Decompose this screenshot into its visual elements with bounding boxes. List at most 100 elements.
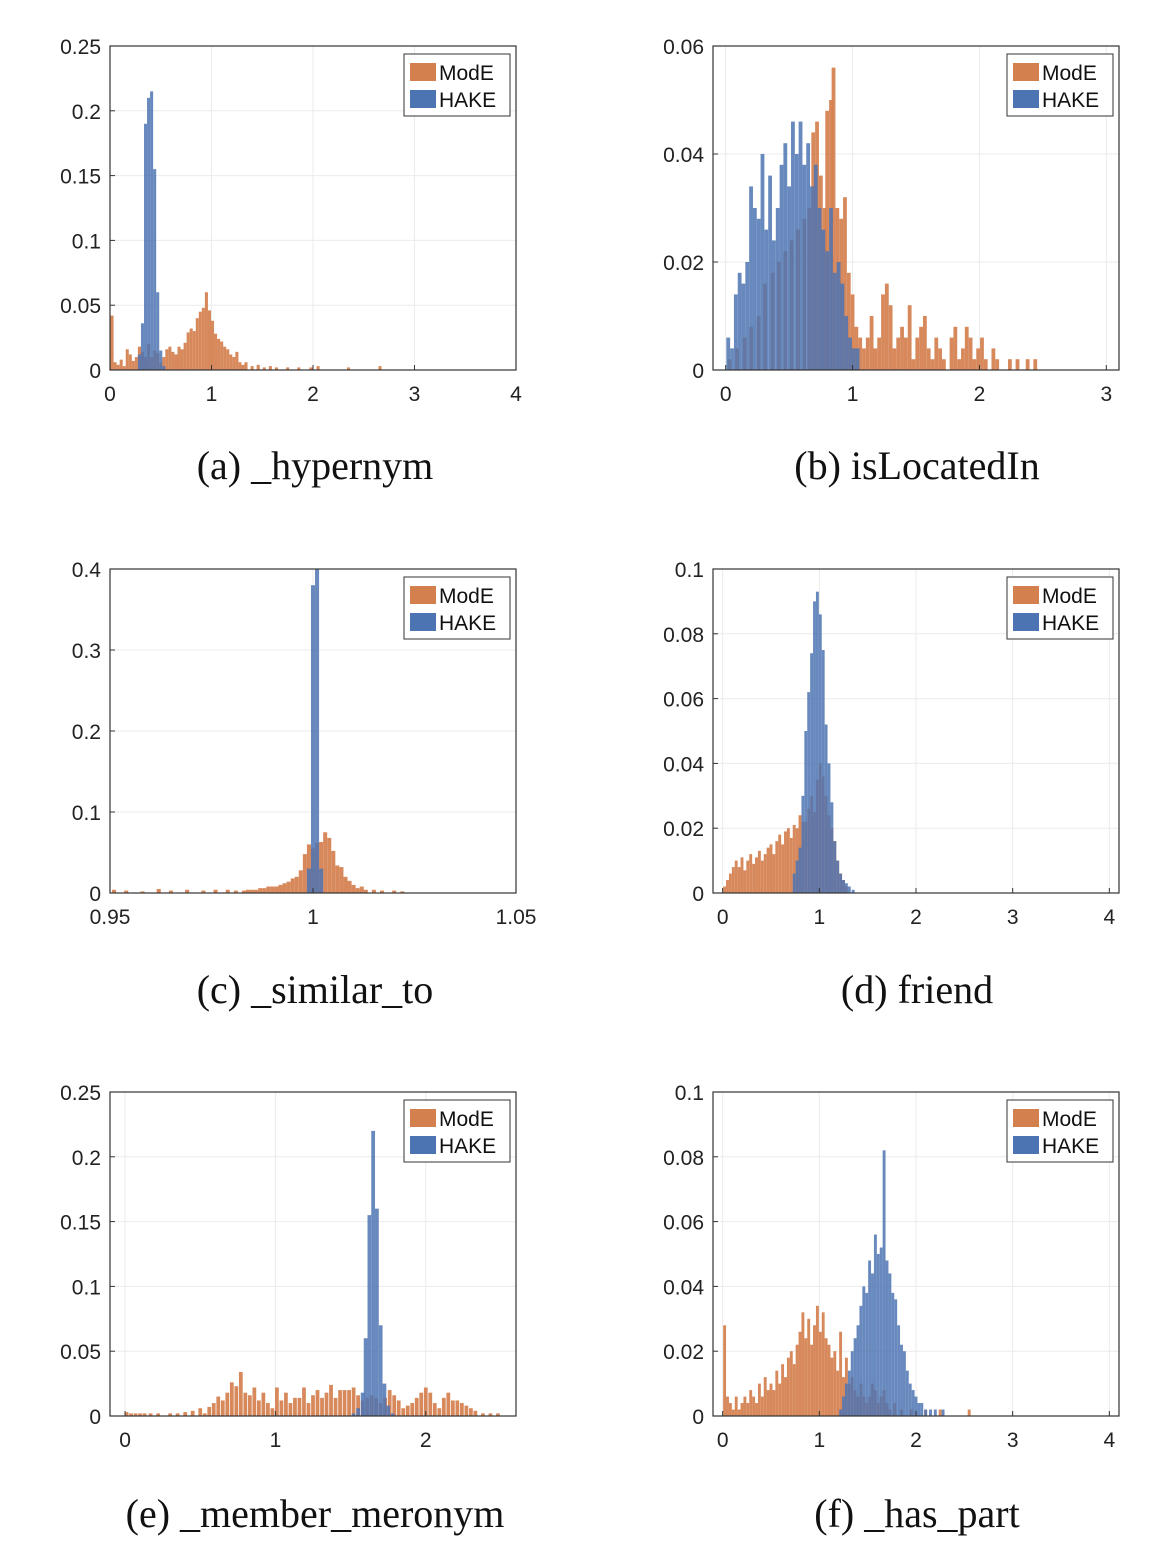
y-tick-label: 0 bbox=[89, 360, 101, 383]
bar-mode bbox=[168, 1413, 173, 1416]
bar-mode bbox=[846, 272, 851, 370]
bar-hake bbox=[801, 795, 805, 893]
bar-hake bbox=[840, 283, 845, 370]
bar-mode bbox=[247, 1395, 252, 1416]
legend-swatch-mode bbox=[410, 586, 436, 604]
bar-mode bbox=[241, 364, 245, 370]
bar-hake bbox=[830, 802, 834, 893]
bar-hake bbox=[859, 1305, 863, 1416]
bar-mode bbox=[225, 1392, 230, 1416]
bar-hake bbox=[378, 1325, 383, 1416]
bar-mode bbox=[763, 1377, 767, 1416]
bar-hake bbox=[885, 1260, 889, 1416]
bar-hake bbox=[933, 1409, 937, 1416]
bar-mode bbox=[858, 337, 863, 370]
bar-mode bbox=[825, 110, 830, 371]
bar-mode bbox=[254, 889, 259, 893]
bar-mode bbox=[229, 1382, 234, 1416]
bar-mode bbox=[772, 1390, 776, 1416]
bar-mode bbox=[813, 1325, 816, 1416]
bar-hake bbox=[817, 208, 822, 370]
bar-hake bbox=[897, 1325, 901, 1416]
bar-mode bbox=[195, 318, 199, 370]
bar-mode bbox=[252, 1387, 257, 1416]
bar-mode bbox=[481, 1413, 485, 1416]
bar-hake bbox=[851, 889, 855, 893]
bar-mode bbox=[496, 1413, 500, 1416]
bar-mode bbox=[198, 311, 202, 370]
bar-hake bbox=[810, 186, 814, 370]
bar-mode bbox=[275, 1387, 279, 1416]
y-tick-label: 0.15 bbox=[60, 166, 101, 189]
bar-mode bbox=[903, 337, 908, 370]
legend-e: ModE HAKE bbox=[403, 1099, 511, 1163]
bar-hake bbox=[810, 653, 814, 893]
bar-mode bbox=[235, 351, 239, 370]
series-hake-f bbox=[839, 1150, 945, 1416]
x-tick-label: 1.05 bbox=[496, 906, 537, 929]
chart-d: 0 1 2 3 4 0 0.02 0.04 0.06 0.08 0.1 ModE HAKE bbox=[663, 559, 1120, 929]
bar-mode bbox=[290, 878, 295, 893]
bar-hake bbox=[319, 868, 324, 893]
bar-hake bbox=[371, 1130, 376, 1416]
bar-mode bbox=[740, 1403, 744, 1416]
bar-hake bbox=[791, 121, 795, 370]
bar-mode bbox=[320, 1397, 324, 1416]
bar-mode bbox=[807, 1318, 811, 1416]
bar-mode bbox=[824, 1338, 828, 1416]
bar-mode bbox=[401, 1408, 406, 1416]
bar-mode bbox=[728, 1403, 732, 1416]
bar-mode bbox=[338, 1390, 342, 1416]
bar-mode bbox=[781, 1364, 785, 1416]
legend-a: ModE HAKE bbox=[403, 53, 511, 117]
bar-mode bbox=[270, 1408, 275, 1416]
bar-mode bbox=[156, 1413, 160, 1416]
bar-mode bbox=[792, 1364, 796, 1416]
bar-mode bbox=[763, 854, 767, 893]
bar-hake bbox=[876, 1254, 880, 1416]
bar-mode bbox=[441, 1397, 446, 1416]
bar-mode bbox=[749, 1390, 753, 1416]
bar-hake bbox=[783, 143, 788, 370]
bar-mode bbox=[351, 1387, 356, 1416]
y-tick-label: 0.15 bbox=[60, 1212, 101, 1235]
bar-mode bbox=[229, 354, 233, 370]
bar-mode bbox=[755, 857, 758, 893]
bar-hake bbox=[153, 169, 157, 370]
x-tick-label: 4 bbox=[1103, 1429, 1115, 1452]
bar-mode bbox=[926, 348, 931, 370]
bar-hake bbox=[839, 1409, 843, 1416]
legend-label-hake: HAKE bbox=[1042, 612, 1099, 635]
bar-mode bbox=[833, 1351, 837, 1416]
bar-mode bbox=[746, 860, 750, 893]
bar-mode bbox=[1033, 359, 1038, 370]
bar-mode bbox=[282, 883, 287, 893]
bar-mode bbox=[405, 1405, 410, 1416]
bar-hake bbox=[842, 880, 845, 893]
x-tick-label: 2 bbox=[910, 1429, 922, 1452]
y-tick-label: 0.05 bbox=[60, 295, 101, 318]
bar-hake bbox=[833, 841, 837, 893]
bar-mode bbox=[355, 888, 360, 893]
bar-mode bbox=[778, 834, 782, 893]
x-tick-label: 3 bbox=[1007, 1429, 1019, 1452]
y-tick-label: 0 bbox=[89, 883, 101, 906]
bar-mode bbox=[818, 1331, 822, 1416]
bar-mode bbox=[836, 1370, 840, 1416]
y-tick-label: 0 bbox=[89, 1406, 101, 1429]
bar-mode bbox=[274, 886, 279, 893]
bar-mode bbox=[907, 305, 912, 370]
caption-f: (f) _has_part bbox=[814, 1491, 1020, 1536]
x-tick-label: 2 bbox=[420, 1429, 432, 1452]
bar-mode bbox=[238, 1371, 243, 1416]
bar-mode bbox=[865, 337, 870, 370]
bar-mode bbox=[270, 886, 275, 893]
bar-hake bbox=[306, 868, 311, 893]
bar-hake bbox=[891, 1292, 895, 1416]
x-tick-label: 2 bbox=[974, 383, 986, 406]
bar-mode bbox=[347, 367, 351, 370]
bar-hake bbox=[839, 873, 843, 893]
bar-mode bbox=[266, 1403, 270, 1416]
y-tick-label: 0.06 bbox=[663, 689, 704, 712]
y-tick-label: 0.04 bbox=[663, 1276, 704, 1299]
